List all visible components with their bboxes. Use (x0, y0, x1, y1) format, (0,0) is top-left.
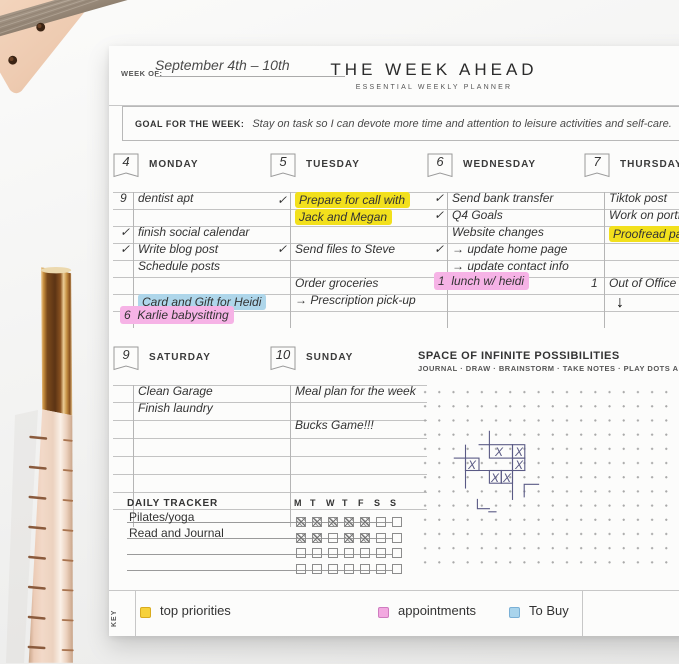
svg-text:X: X (514, 445, 524, 459)
svg-text:X: X (467, 458, 477, 472)
svg-text:X: X (490, 471, 500, 485)
svg-text:X: X (502, 471, 512, 485)
svg-text:X: X (514, 458, 524, 472)
svg-text:X: X (494, 445, 504, 459)
